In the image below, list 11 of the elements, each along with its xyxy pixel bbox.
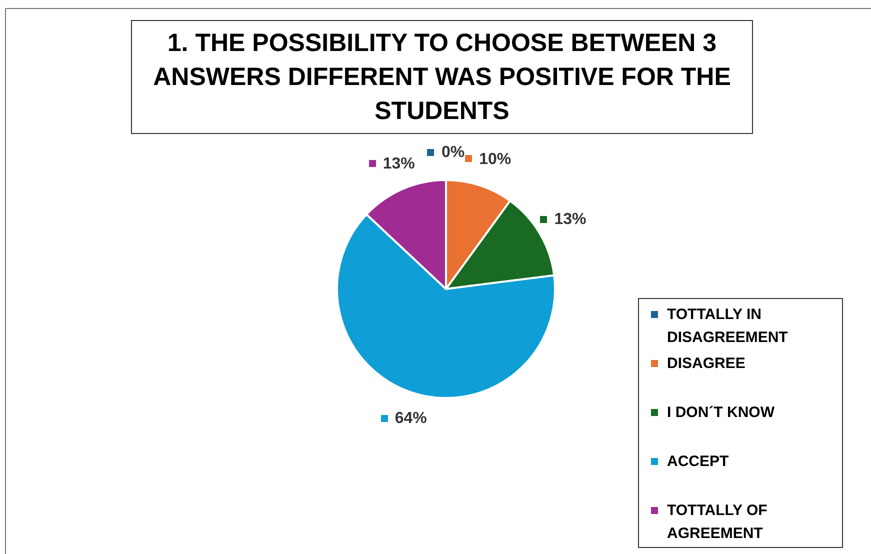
data-label: 13% bbox=[382, 155, 415, 172]
legend-label: TOTTALLY OF AGREEMENT bbox=[667, 501, 768, 544]
data-label: 10% bbox=[479, 150, 512, 168]
legend-label: TOTTALLY IN DISAGREEMENT bbox=[667, 305, 789, 348]
legend-label: DISAGREE bbox=[667, 354, 746, 374]
legend-label: I DON´T KNOW bbox=[667, 403, 776, 423]
chart-title: 1. THE POSSIBILITY TO CHOOSE BETWEEN 3 ANSWERS DIFFERENT WAS POSITIVE FOR THE STUDENTS bbox=[131, 20, 753, 134]
data-label: 13% bbox=[554, 211, 586, 228]
data-label: 64% bbox=[394, 410, 427, 427]
text: 0% bbox=[441, 144, 465, 162]
legend-label: ACCEPT bbox=[667, 452, 730, 472]
